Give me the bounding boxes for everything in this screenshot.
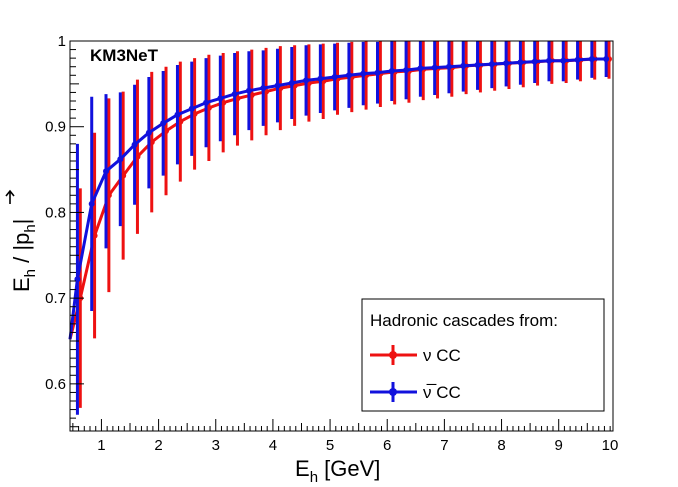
data-point-1-30 [488, 61, 495, 68]
plot-frame: 1 2 3 4 5 6 7 8 9 10 0.6 0.7 0.8 0.9 1 [45, 33, 618, 454]
y-tick-label: 0.6 [45, 376, 66, 393]
data-point-1-36 [574, 56, 581, 63]
x-tick-label: 9 [555, 437, 563, 454]
x-tick-label: 1 [97, 437, 105, 454]
data-point-1-11 [217, 95, 224, 102]
data-point-1-32 [517, 59, 524, 66]
data-point-1-7 [160, 120, 167, 127]
vector-arrow-icon [5, 189, 15, 204]
legend-label-nu: ν CC [423, 346, 461, 365]
y-axis-title-end: | [9, 219, 34, 225]
data-point-1-25 [417, 65, 424, 72]
data-point-1-38 [603, 56, 610, 62]
x-tick-label: 7 [440, 437, 448, 454]
legend-marker-nubar [389, 388, 397, 396]
data-point-1-4 [117, 156, 124, 163]
data-point-1-35 [560, 57, 567, 64]
y-tick-label: 0.8 [45, 204, 66, 221]
data-point-1-2 [88, 200, 95, 207]
data-point-1-28 [460, 62, 467, 69]
svg-text:Eh / |ph|: Eh / |ph| [9, 219, 39, 292]
data-point-1-19 [331, 74, 338, 80]
x-tick-label: 4 [269, 437, 277, 454]
data-point-1-21 [360, 70, 367, 77]
data-point-1-34 [545, 57, 552, 64]
y-axis-title-main: E [9, 277, 34, 292]
legend-marker-nu [389, 351, 397, 359]
legend-header: Hadronic cascades from: [370, 311, 558, 330]
data-point-1-13 [245, 87, 252, 94]
y-axis-title-sub1: h [22, 269, 39, 277]
experiment-label: KM3NeT [90, 46, 159, 65]
x-axis-title-rest: [GeV] [318, 456, 380, 481]
data-point-1-22 [374, 69, 381, 76]
data-point-1-15 [274, 82, 281, 89]
x-tick-label: 6 [383, 437, 391, 454]
data-point-1-10 [203, 99, 210, 106]
data-point-1-12 [231, 91, 238, 98]
legend-label-nubar: ν̅ CC [423, 383, 461, 402]
data-point-1-27 [445, 63, 452, 70]
data-point-1-14 [260, 85, 267, 92]
y-axis-title: Eh / |ph| [5, 189, 39, 292]
x-tick-label: 3 [212, 437, 220, 454]
data-point-1-31 [503, 60, 510, 67]
x-tick-label: 2 [154, 437, 162, 454]
series-1 [68, 41, 610, 415]
series-layer [68, 41, 612, 415]
data-point-1-6 [145, 129, 152, 136]
data-point-1-5 [131, 141, 138, 148]
data-point-1-29 [474, 62, 481, 68]
y-tick-label: 1 [58, 33, 66, 50]
y-tick-label: 0.7 [45, 290, 66, 307]
x-tick-label: 5 [326, 437, 334, 454]
x-tick-label: 8 [497, 437, 505, 454]
x-axis-title-sub: h [310, 469, 318, 486]
data-point-1-37 [588, 56, 595, 62]
data-point-1-26 [431, 64, 438, 71]
data-point-1-33 [531, 58, 538, 65]
data-point-1-17 [303, 77, 310, 84]
y-axis-title-slash: / | [9, 245, 34, 269]
data-point-1-20 [345, 72, 352, 79]
data-point-1-8 [174, 111, 181, 118]
y-axis-title-sub2: h [22, 224, 39, 232]
data-point-1-3 [103, 168, 110, 175]
data-point-1-16 [288, 80, 295, 86]
x-axis-title: Eh [GeV] [295, 456, 380, 486]
data-point-1-24 [403, 67, 410, 74]
data-point-1-23 [388, 68, 395, 74]
x-tick-label: 10 [602, 437, 619, 454]
legend: Hadronic cascades from: ν CC ν̅ CC [361, 298, 605, 412]
y-tick-label: 0.9 [45, 119, 66, 136]
y-axis-title-p: p [9, 233, 34, 245]
data-point-1-9 [188, 105, 195, 112]
x-axis-title-main: E [295, 456, 310, 481]
data-point-1-18 [317, 75, 324, 82]
